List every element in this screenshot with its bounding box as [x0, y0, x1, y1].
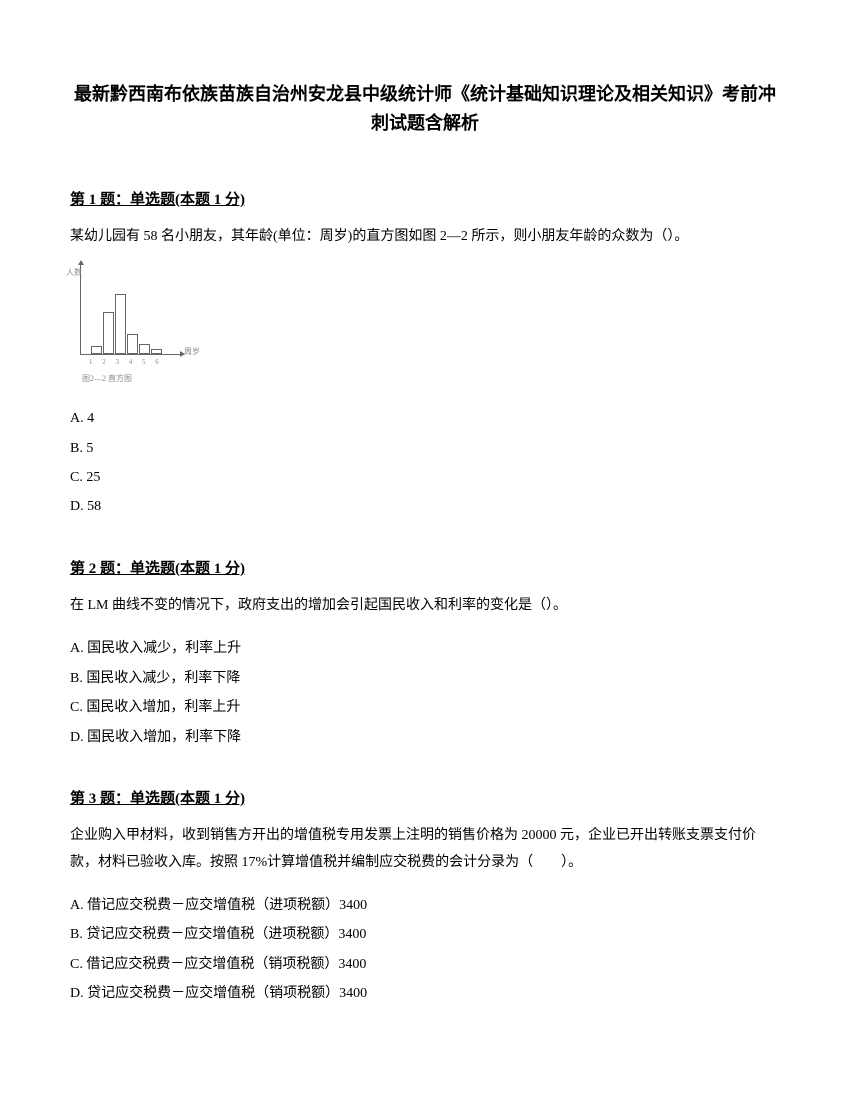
- question-text: 某幼儿园有 58 名小朋友，其年龄(单位：周岁)的直方图如图 2—2 所示，则小…: [70, 224, 780, 251]
- question-header: 第 3 题：单选题(本题 1 分): [70, 787, 780, 808]
- question-3: 第 3 题：单选题(本题 1 分) 企业购入甲材料，收到销售方开出的增值税专用发…: [70, 787, 780, 1009]
- bar-3: [115, 294, 126, 354]
- question-text: 企业购入甲材料，收到销售方开出的增值税专用发票上注明的销售价格为 20000 元…: [70, 823, 780, 876]
- option-b: B. 贷记应交税费－应交增值税（进项税额）3400: [70, 920, 780, 949]
- question-text: 在 LM 曲线不变的情况下，政府支出的增加会引起国民收入和利率的变化是（）。: [70, 593, 780, 620]
- option-c: C. 25: [70, 463, 780, 492]
- option-c: C. 国民收入增加，利率上升: [70, 693, 780, 722]
- question-header: 第 1 题：单选题(本题 1 分): [70, 188, 780, 209]
- option-d: D. 国民收入增加，利率下降: [70, 723, 780, 752]
- histogram-chart: 人数 1 2 3 4 5 6 周岁 图2—2 直方图: [70, 265, 780, 384]
- options-list: A. 4 B. 5 C. 25 D. 58: [70, 404, 780, 522]
- options-list: A. 借记应交税费－应交增值税（进项税额）3400 B. 贷记应交税费－应交增值…: [70, 891, 780, 1009]
- bar-2: [103, 312, 114, 354]
- bar-4: [127, 334, 138, 354]
- page-title: 最新黔西南布依族苗族自治州安龙县中级统计师《统计基础知识理论及相关知识》考前冲刺…: [70, 80, 780, 138]
- chart-axes: 人数 1 2 3 4 5 6 周岁: [80, 265, 180, 355]
- option-d: D. 贷记应交税费－应交增值税（销项税额）3400: [70, 979, 780, 1008]
- option-a: A. 借记应交税费－应交增值税（进项税额）3400: [70, 891, 780, 920]
- option-c: C. 借记应交税费－应交增值税（销项税额）3400: [70, 950, 780, 979]
- option-a: A. 国民收入减少，利率上升: [70, 634, 780, 663]
- x-axis-unit: 周岁: [184, 346, 200, 357]
- question-header: 第 2 题：单选题(本题 1 分): [70, 557, 780, 578]
- chart-caption: 图2—2 直方图: [82, 373, 780, 384]
- x-axis-labels: 1 2 3 4 5 6: [89, 358, 163, 366]
- bar-5: [139, 344, 150, 354]
- option-d: D. 58: [70, 492, 780, 521]
- bar-1: [91, 346, 102, 354]
- option-a: A. 4: [70, 404, 780, 433]
- option-b: B. 国民收入减少，利率下降: [70, 664, 780, 693]
- question-2: 第 2 题：单选题(本题 1 分) 在 LM 曲线不变的情况下，政府支出的增加会…: [70, 557, 780, 752]
- question-1: 第 1 题：单选题(本题 1 分) 某幼儿园有 58 名小朋友，其年龄(单位：周…: [70, 188, 780, 522]
- option-b: B. 5: [70, 434, 780, 463]
- y-axis-label: 人数: [66, 267, 82, 278]
- options-list: A. 国民收入减少，利率上升 B. 国民收入减少，利率下降 C. 国民收入增加，…: [70, 634, 780, 752]
- bar-6: [151, 349, 162, 354]
